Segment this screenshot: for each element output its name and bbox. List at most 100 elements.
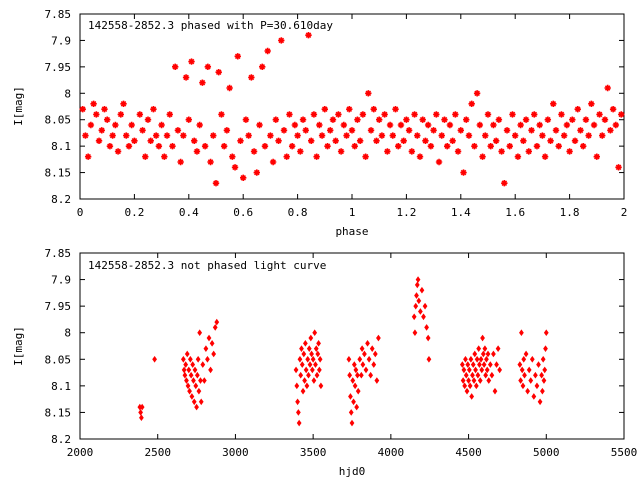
phased-data-point — [384, 148, 391, 155]
phased-data-point — [506, 142, 513, 150]
phased-data-point — [544, 116, 552, 123]
unphased-data-point — [315, 350, 321, 358]
phased-data-point — [577, 127, 584, 134]
phased-data-point — [185, 116, 192, 123]
unphased-data-point — [313, 345, 319, 352]
unphased-data-point — [317, 355, 323, 363]
unphased-data-point — [416, 297, 422, 305]
phased-data-point — [376, 116, 383, 123]
phased-data-point — [596, 111, 603, 118]
phased-data-point — [525, 148, 532, 155]
unphased-data-point — [303, 340, 308, 347]
phased-y-tick-label: 8.2 — [51, 193, 71, 206]
phased-data-point — [533, 142, 541, 150]
phased-data-point — [253, 169, 260, 176]
unphased-data-point — [298, 371, 304, 379]
unphased-data-point — [201, 377, 207, 384]
unphased-data-point — [360, 361, 366, 368]
phased-data-point — [381, 111, 388, 118]
unphased-data-point — [351, 398, 356, 406]
unphased-data-point — [484, 366, 490, 374]
phased-data-point — [84, 153, 92, 160]
phased-data-point — [580, 142, 587, 150]
phased-data-point — [220, 142, 228, 150]
phased-data-point — [182, 74, 190, 81]
phased-data-point — [226, 84, 233, 92]
phased-data-point — [438, 132, 445, 139]
unphased-data-point — [295, 398, 300, 406]
unphased-data-point — [414, 292, 419, 299]
phased-y-tick-label: 8.1 — [51, 140, 71, 153]
unphased-data-point — [191, 377, 196, 384]
phased-plot-frame — [79, 13, 625, 200]
phased-data-point — [272, 116, 280, 123]
unphased-data-point — [520, 382, 526, 390]
unphased-data-point — [374, 377, 380, 384]
unphased-data-point — [346, 355, 352, 363]
unphased-data-point — [519, 366, 525, 374]
unphased-data-point — [200, 361, 206, 368]
unphased-data-point — [190, 361, 196, 368]
unphased-data-point — [186, 366, 192, 374]
phased-data-point — [351, 142, 358, 150]
phased-data-point — [340, 121, 348, 129]
phased-data-point — [144, 116, 152, 123]
unphased-y-tick-label: 8.05 — [45, 353, 72, 366]
unphased-data-point — [194, 403, 199, 411]
unphased-data-point — [185, 382, 191, 390]
unphased-data-point — [472, 350, 478, 358]
unphased-data-point — [139, 403, 145, 411]
unphased-data-point — [187, 355, 193, 363]
phased-data-point — [408, 148, 416, 155]
phased-data-point — [569, 116, 576, 123]
unphased-data-point — [372, 350, 378, 358]
unphased-data-point — [296, 409, 301, 416]
phased-data-point — [329, 116, 337, 123]
phased-data-point — [588, 100, 595, 108]
unphased-data-point — [536, 361, 541, 368]
phased-y-tick-label: 7.85 — [45, 8, 72, 21]
unphased-data-point — [466, 377, 471, 384]
phased-data-point — [373, 137, 380, 145]
phased-data-point — [93, 111, 100, 118]
unphased-data-point — [297, 355, 303, 363]
unphased-data-point — [350, 377, 356, 384]
phased-data-point — [169, 142, 176, 150]
phased-data-point — [106, 142, 114, 150]
unphased-data-point — [464, 387, 470, 395]
phased-data-point — [346, 105, 353, 113]
unphased-data-point — [478, 355, 484, 363]
phased-data-point — [359, 111, 367, 118]
phased-data-point — [593, 153, 600, 160]
phased-data-point — [112, 121, 119, 129]
unphased-data-point — [214, 318, 220, 326]
unphased-data-point — [301, 350, 307, 358]
unphased-data-point — [357, 355, 363, 363]
phased-data-point — [139, 127, 146, 134]
phased-data-point — [166, 111, 173, 118]
phased-data-point — [403, 116, 410, 123]
unphased-data-point — [470, 361, 476, 368]
unphased-data-point — [299, 345, 304, 352]
unphased-plot-frame — [79, 252, 625, 440]
phased-data-point — [476, 121, 484, 129]
unphased-data-point — [352, 382, 358, 390]
unphased-data-point — [194, 371, 200, 379]
unphased-data-point — [484, 355, 489, 363]
unphased-data-point — [470, 371, 475, 379]
unphased-data-points — [137, 276, 549, 427]
phased-data-point — [193, 148, 201, 155]
unphased-data-point — [187, 387, 192, 395]
unphased-data-point — [195, 355, 201, 363]
unphased-data-point — [314, 371, 320, 379]
phased-data-point — [172, 63, 179, 71]
phased-ticks: 0 0.2 0.4 0.6 0.8 1 1.2 1.4 1.6 1.8 2 7.85 7.9 7.95 8 8… — [45, 8, 628, 219]
unphased-data-point — [139, 414, 144, 422]
phased-data-point — [560, 132, 568, 139]
phased-data-point — [321, 105, 328, 113]
phased-data-point — [204, 63, 212, 71]
unphased-x-tick-label: 5000 — [533, 446, 560, 459]
unphased-data-point — [473, 382, 479, 390]
phased-data-point — [305, 31, 312, 39]
unphased-data-point — [521, 355, 527, 363]
